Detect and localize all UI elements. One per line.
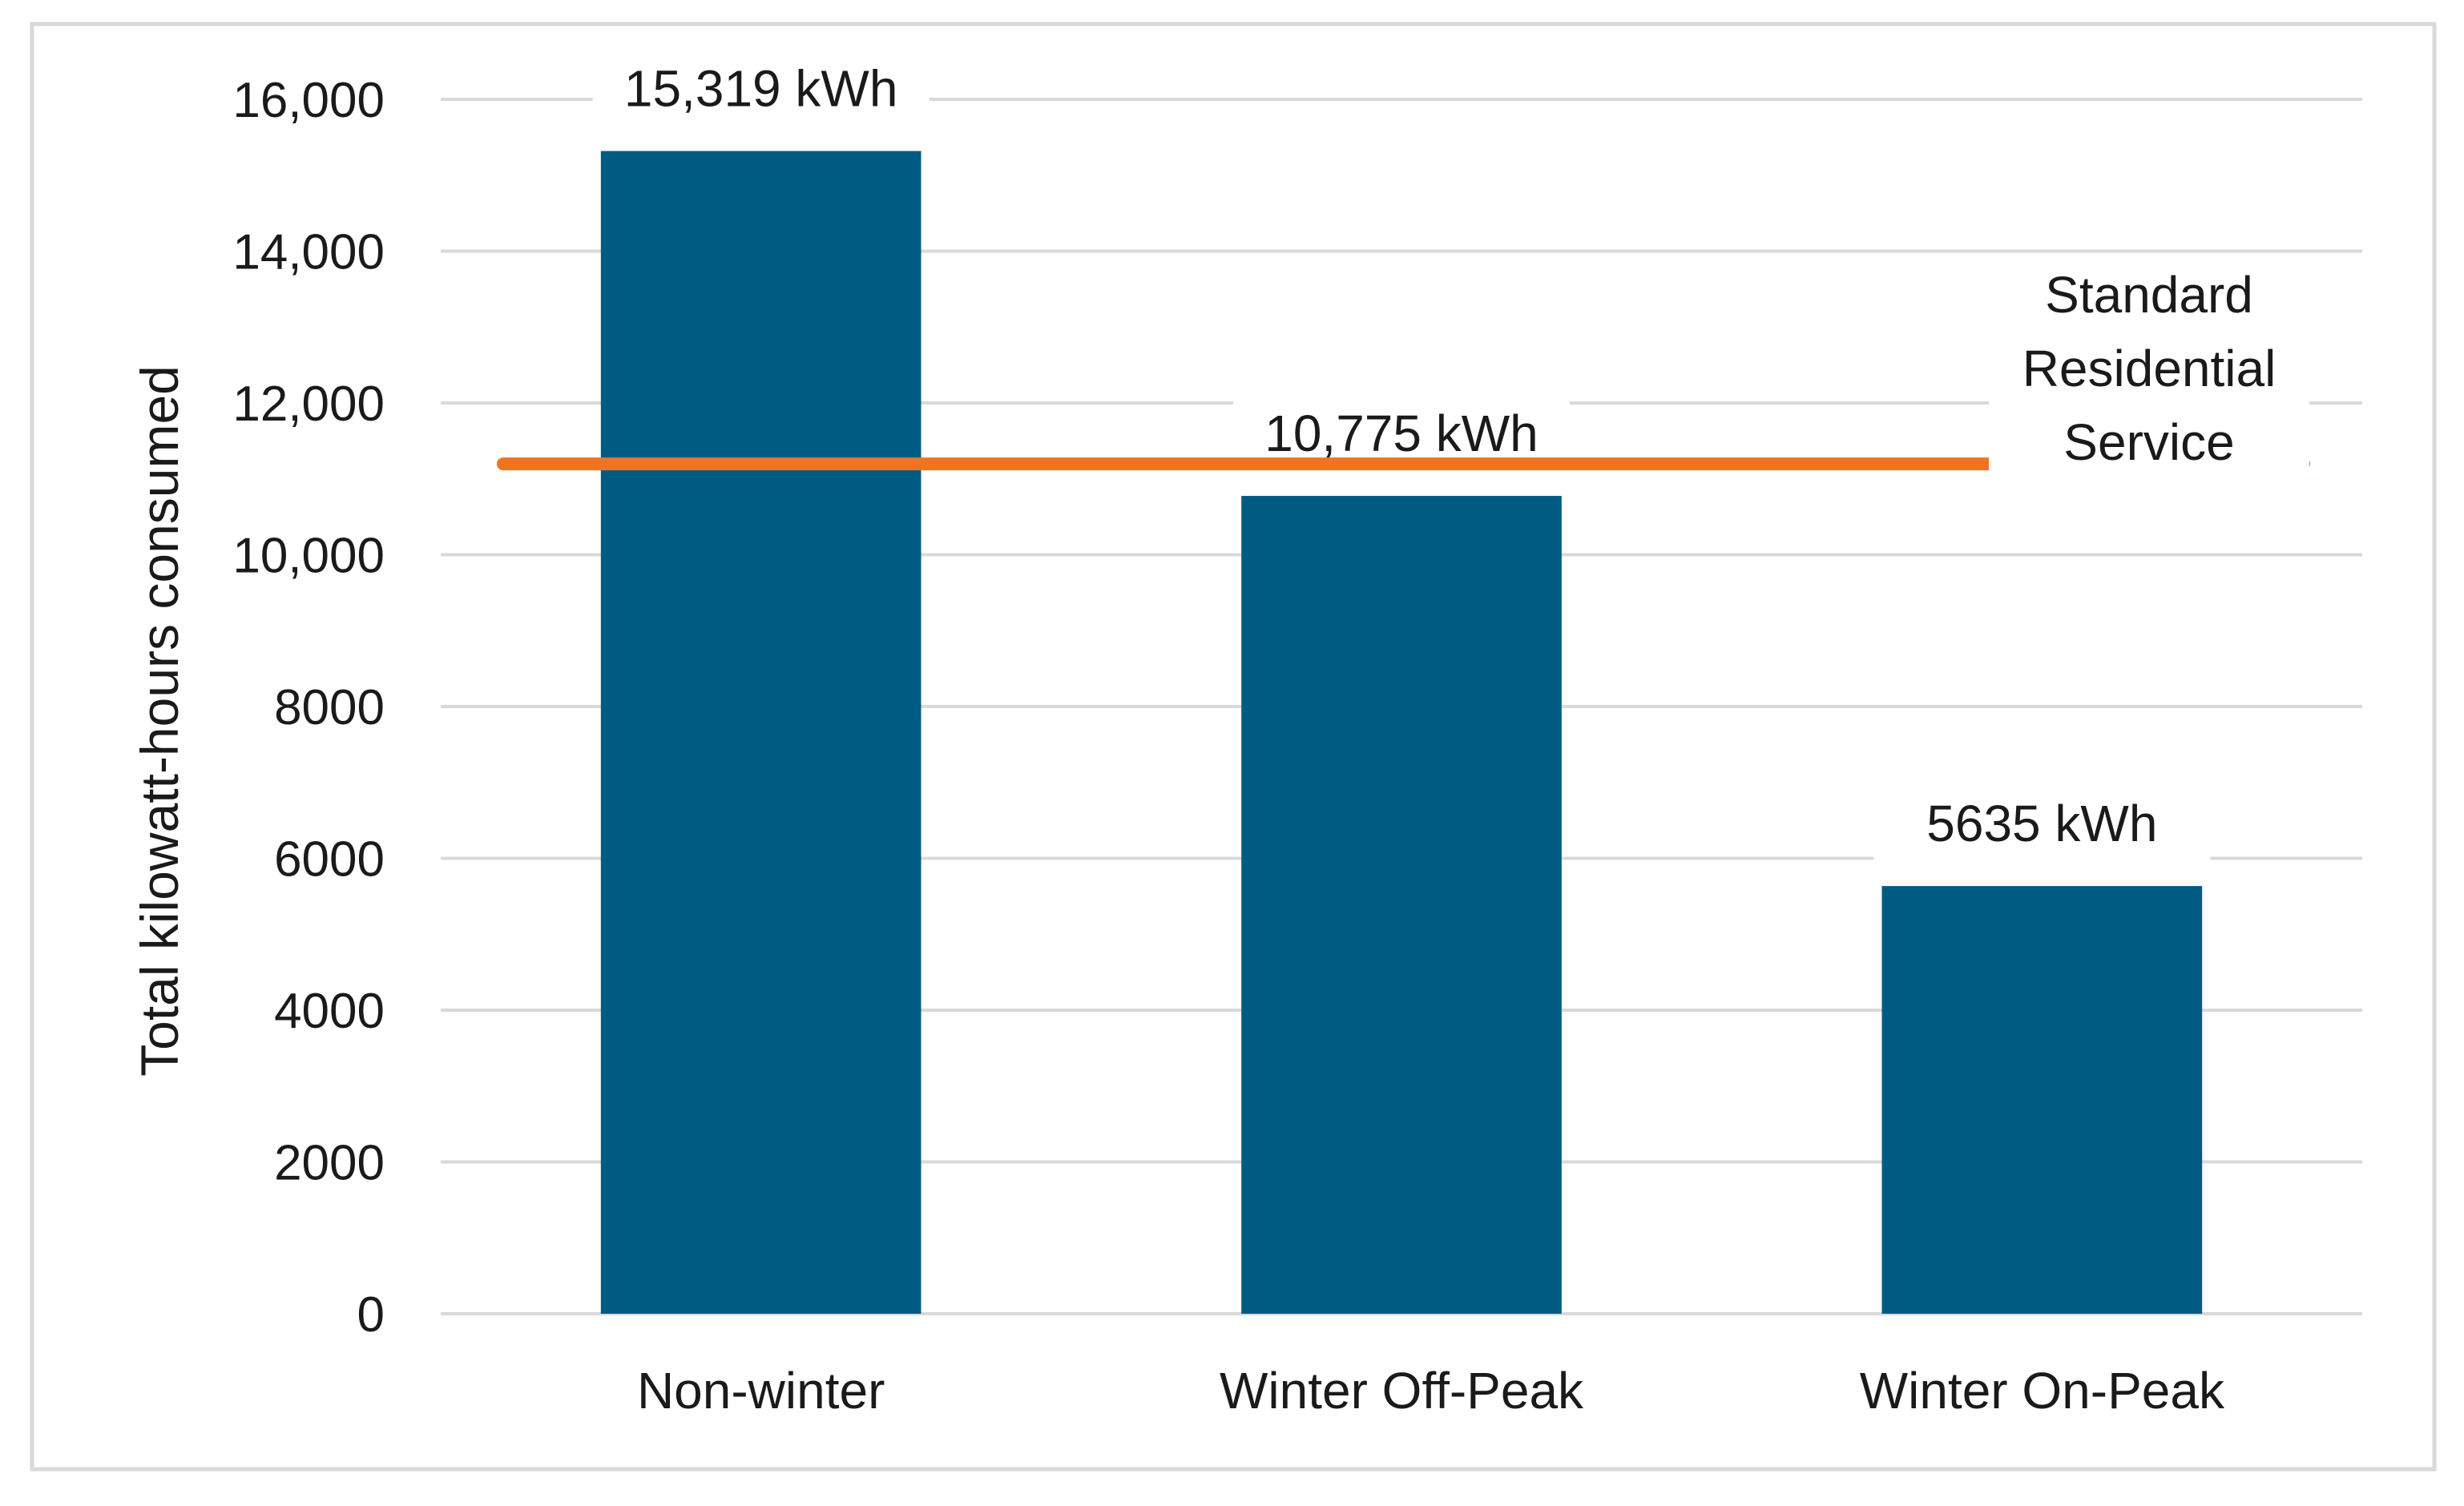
data-label-background [1873, 785, 2211, 863]
x-tick-label: Non-winter [637, 1362, 885, 1419]
x-tick-label: Winter Off-Peak [1220, 1362, 1584, 1419]
bar-3 [1881, 886, 2203, 1314]
reference-line-label: Service [2063, 413, 2234, 471]
bar-1 [600, 151, 921, 1314]
data-label: 15,319 kWh [624, 60, 898, 118]
reference-line-label: Residential [2022, 340, 2276, 397]
x-axis-ticks: Non-winter Winter Off-Peak Winter On-Peak [637, 1362, 2225, 1419]
y-tick-label: 2000 [274, 1136, 385, 1191]
y-axis-ticks: 0 2000 4000 6000 8000 10,000 12,000 14,000 16,00… [232, 73, 385, 1343]
y-axis-title: Total kilowatt-hours consumed [130, 365, 189, 1077]
y-tick-label: 14,000 [232, 225, 385, 280]
reference-line-group: Standard Residential Service [497, 256, 2310, 493]
y-tick-label: 12,000 [232, 376, 385, 432]
data-label: 10,775 kWh [1264, 405, 1538, 462]
y-tick-label: 16,000 [232, 73, 385, 128]
data-label-background [592, 50, 930, 127]
x-tick-label: Winter On-Peak [1860, 1362, 2225, 1419]
reference-label-background [1989, 256, 2309, 493]
y-tick-label: 6000 [274, 832, 385, 888]
y-tick-label: 4000 [274, 984, 385, 1039]
reference-line-label: Standard [2045, 266, 2253, 324]
bars [600, 151, 2203, 1314]
bar-2 [1241, 496, 1562, 1314]
y-tick-label: 8000 [274, 680, 385, 735]
y-tick-label: 0 [357, 1287, 385, 1343]
data-label: 5635 kWh [1926, 795, 2157, 852]
y-tick-label: 10,000 [232, 529, 385, 584]
